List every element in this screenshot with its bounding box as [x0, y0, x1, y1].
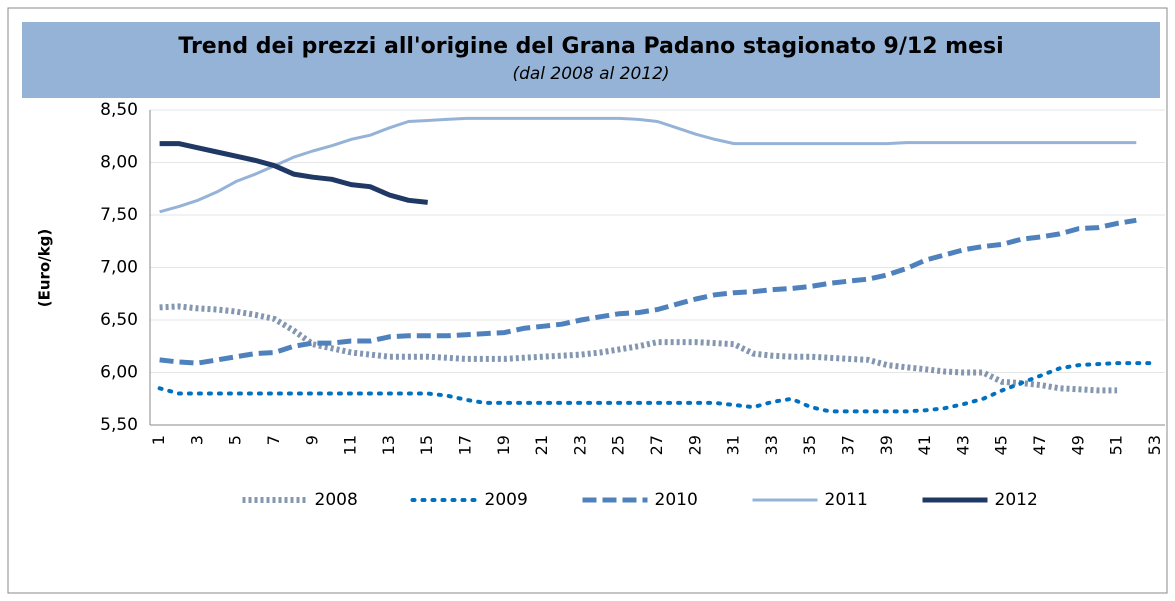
- series-line: [157, 361, 1158, 414]
- legend-label: 2009: [485, 490, 528, 510]
- x-tick-label: 19: [494, 435, 513, 455]
- x-tick-label: 47: [1030, 435, 1049, 455]
- x-tick-label: 31: [724, 435, 743, 455]
- x-tick-label: 9: [302, 435, 321, 445]
- x-tick-label: 27: [647, 435, 666, 455]
- x-tick-label: 11: [341, 435, 360, 455]
- x-tick-label: 25: [609, 435, 628, 455]
- x-tick-label: 49: [1068, 435, 1087, 455]
- x-tick-label: 17: [455, 435, 474, 455]
- y-tick-label: 6,00: [100, 363, 138, 383]
- x-tick-label: 21: [532, 435, 551, 455]
- chart-subtitle: (dal 2008 al 2012): [512, 64, 669, 84]
- x-tick-label: 45: [992, 435, 1011, 455]
- legend-label: 2010: [655, 490, 698, 510]
- chart-title: Trend dei prezzi all'origine del Grana P…: [178, 34, 1003, 59]
- chart-border: [7, 7, 1168, 594]
- x-tick-label: 39: [877, 435, 896, 455]
- y-tick-label: 8,00: [100, 153, 138, 173]
- y-tick-label: 8,50: [100, 100, 138, 120]
- series-line: [159, 217, 1137, 366]
- x-tick-label: 3: [187, 435, 206, 445]
- x-tick-label: 41: [915, 435, 934, 455]
- y-axis-label: (Euro/kg): [36, 229, 54, 308]
- x-tick-label: 53: [1145, 435, 1164, 455]
- series-line: [159, 141, 428, 205]
- series-line: [159, 116, 1137, 214]
- x-tick-label: 29: [685, 435, 704, 455]
- y-tick-label: 7,00: [100, 258, 138, 278]
- legend-label: 2012: [995, 490, 1038, 510]
- x-tick-label: 35: [800, 435, 819, 455]
- x-tick-label: 33: [762, 435, 781, 455]
- x-tick-label: 1: [149, 435, 168, 445]
- x-tick-label: 43: [953, 435, 972, 455]
- x-tick-label: 7: [264, 435, 283, 445]
- title-band: [22, 22, 1160, 98]
- legend-label: 2008: [315, 490, 358, 510]
- x-tick-label: 23: [570, 435, 589, 455]
- x-tick-label: 15: [417, 435, 436, 455]
- y-tick-label: 5,50: [100, 415, 138, 435]
- x-tick-label: 5: [226, 435, 245, 445]
- x-tick-label: 51: [1107, 435, 1126, 455]
- x-tick-label: 37: [839, 435, 858, 455]
- x-tick-label: 13: [379, 435, 398, 455]
- y-tick-label: 6,50: [100, 310, 138, 330]
- legend-label: 2011: [825, 490, 868, 510]
- y-tick-label: 7,50: [100, 205, 138, 225]
